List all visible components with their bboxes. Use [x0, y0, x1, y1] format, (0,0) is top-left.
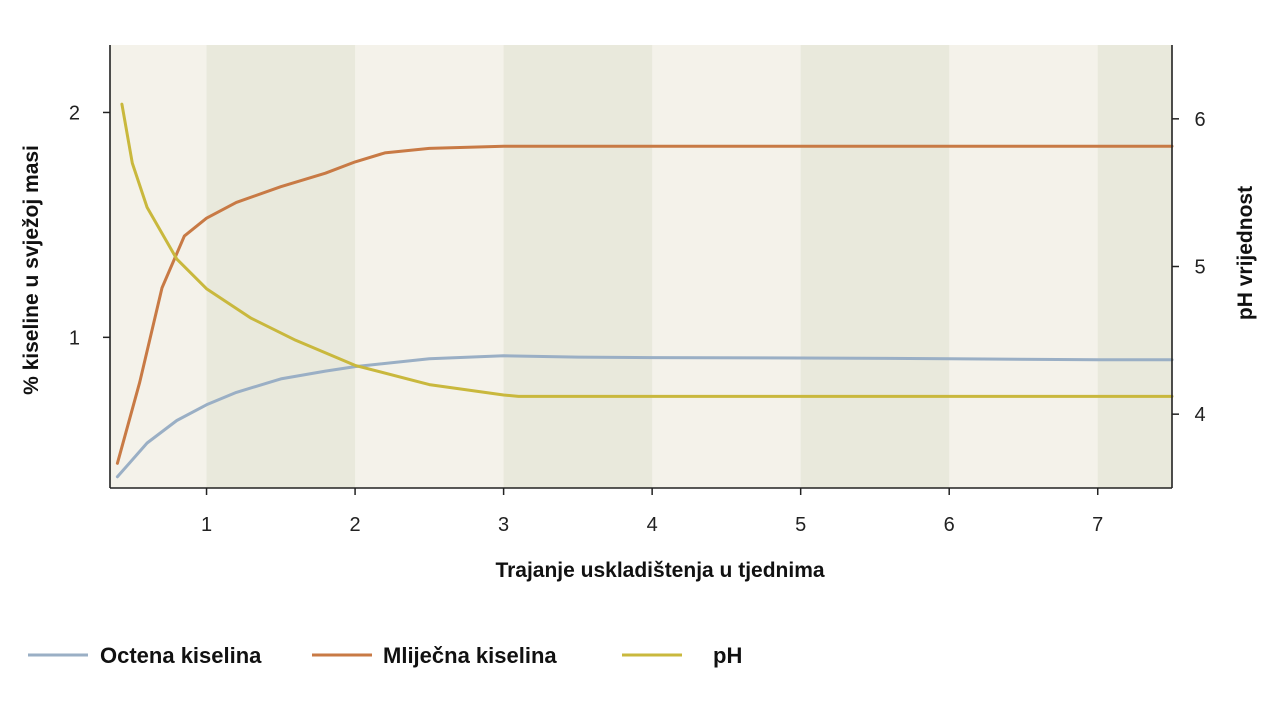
y-right-tick-label: 5 [1194, 257, 1205, 279]
series-line-octena-kiselina [115, 354, 1174, 479]
y-left-tick-label: 1 [69, 327, 80, 349]
x-tick-label: 4 [647, 514, 658, 536]
y-axis-right-label: pH vrijednost [1234, 186, 1257, 320]
y-axis-left-label: % kiseline u svježoj masi [20, 145, 43, 395]
legend-label-octena: Octena kiselina [100, 643, 262, 668]
legend-label-mlijecna: Mliječna kiselina [383, 643, 557, 668]
week-band [206, 45, 356, 488]
x-tick-label: 3 [498, 514, 509, 536]
y-left-tick-label: 2 [69, 102, 80, 124]
legend: Octena kiselina Mliječna kiselina pH [28, 643, 742, 668]
y-right-tick-label: 6 [1194, 109, 1205, 131]
x-tick-label: 6 [944, 514, 955, 536]
week-band [1097, 45, 1172, 488]
x-tick-label: 5 [795, 514, 806, 536]
x-tick-label: 7 [1092, 514, 1103, 536]
week-bands [206, 45, 1172, 488]
series-layer [115, 102, 1174, 479]
series-line-ph [120, 102, 1174, 398]
y-right-tick-label: 4 [1194, 404, 1205, 426]
x-tick-label: 1 [201, 514, 212, 536]
week-band [503, 45, 653, 488]
series-line-mlijecna-kiselina [115, 144, 1174, 465]
x-axis-label: Trajanje uskladištenja u tjednima [495, 559, 824, 582]
ticks-layer: 1 2 3 4 5 6 7 1 2 4 5 6 [69, 102, 1206, 536]
legend-label-ph: pH [713, 643, 742, 668]
week-band [800, 45, 950, 488]
x-tick-label: 2 [350, 514, 361, 536]
